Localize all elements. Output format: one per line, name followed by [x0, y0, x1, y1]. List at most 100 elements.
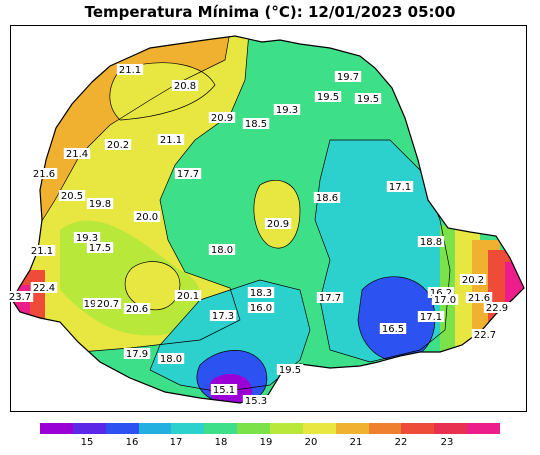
- colorbar-segment: [401, 423, 435, 434]
- colorbar-tick-label: 19: [259, 437, 273, 448]
- station-label-bg: [247, 287, 275, 298]
- colorbar-segment: [368, 423, 402, 434]
- station-label: 16.0: [250, 303, 272, 314]
- colorbar-tick-label: 22: [394, 437, 408, 448]
- station-label-bg: [86, 198, 114, 209]
- station-label: 17.0: [434, 295, 456, 306]
- station-label-bg: [465, 292, 493, 303]
- station-label: 17.7: [177, 169, 199, 180]
- station-label-bg: [30, 168, 58, 179]
- station-label-bg: [431, 294, 459, 305]
- station-label: 23.7: [9, 292, 31, 303]
- station-label-bg: [354, 93, 382, 104]
- station-label-bg: [483, 302, 511, 313]
- station-label: 17.9: [126, 349, 148, 360]
- station-label-bg: [157, 353, 185, 364]
- station-label-bg: [276, 364, 304, 375]
- station-label: 21.6: [33, 169, 55, 180]
- station-label: 21.6: [468, 293, 490, 304]
- station-label: 19.5: [317, 92, 339, 103]
- station-label-bg: [242, 395, 270, 406]
- station-label-bg: [157, 134, 185, 145]
- station-label-bg: [264, 218, 292, 229]
- station-label-bg: [133, 211, 161, 222]
- colorbar-segment: [302, 423, 336, 434]
- station-label-bg: [379, 323, 407, 334]
- station-label: 22.7: [474, 330, 496, 341]
- station-label-bg: [209, 310, 237, 321]
- station-label-bg: [316, 292, 344, 303]
- station-label: 20.5: [61, 191, 83, 202]
- station-label-bg: [58, 190, 86, 201]
- station-label: 22.9: [486, 303, 508, 314]
- colorbar-segment: [270, 423, 303, 434]
- station-label: 18.6: [316, 193, 338, 204]
- station-label: 15.3: [245, 396, 267, 407]
- station-label: 17.1: [420, 312, 442, 323]
- colorbar: [40, 423, 501, 434]
- colorbar-tick-label: 20: [304, 437, 318, 448]
- colorbar-segment: [138, 423, 172, 434]
- station-label: 17.1: [389, 182, 411, 193]
- station-label-bg: [273, 104, 301, 115]
- colorbar-segment: [434, 423, 468, 434]
- station-label-bg: [242, 118, 270, 129]
- station-label: 21.1: [31, 246, 53, 257]
- station-label-bg: [171, 80, 199, 91]
- station-label: 18.0: [211, 245, 233, 256]
- station-label: 20.9: [267, 219, 289, 230]
- station-label: 19.3: [76, 233, 98, 244]
- colorbar-tick-label: 16: [125, 437, 139, 448]
- colorbar-segment: [335, 423, 369, 434]
- map-title: Temperatura Mínima (°C): 12/01/2023 05:0…: [84, 3, 456, 21]
- station-label: 21.1: [119, 65, 141, 76]
- station-label: 18.8: [420, 237, 442, 248]
- station-label: 17.5: [89, 243, 111, 254]
- station-label-bg: [30, 282, 58, 293]
- station-labels: 21.1 20.8 19.7 19.5 19.5 19.3 20.9 18.5 20.2 21.1…: [6, 64, 511, 407]
- station-label-bg: [94, 298, 122, 309]
- station-label-bg: [104, 139, 132, 150]
- station-label-bg: [123, 348, 151, 359]
- colorbar-tick-label: 23: [440, 437, 454, 448]
- colorbar-segment: [467, 423, 501, 434]
- colorbar-tick-label: 21: [349, 437, 363, 448]
- station-label: 22.4: [33, 283, 55, 294]
- colorbar-tick-label: 18: [214, 437, 228, 448]
- station-label-bg: [63, 148, 91, 159]
- station-label-bg: [116, 64, 144, 75]
- station-label-bg: [86, 242, 114, 253]
- station-label: 17.7: [319, 293, 341, 304]
- station-label: 18.5: [245, 119, 267, 130]
- station-label-bg: [6, 291, 34, 302]
- station-label: 19.8: [89, 199, 111, 210]
- station-label-bg: [386, 181, 414, 192]
- colorbar-segment: [237, 423, 271, 434]
- station-label-bg: [314, 91, 342, 102]
- station-label-bg: [208, 244, 236, 255]
- station-label: 16.2: [430, 288, 452, 299]
- station-label: 21.4: [66, 149, 88, 160]
- station-label-bg: [82, 298, 98, 309]
- colorbar-segment: [72, 423, 106, 434]
- station-label-bg: [174, 168, 202, 179]
- colorbar-tick-label: 15: [80, 437, 94, 448]
- station-label: 16.5: [382, 324, 404, 335]
- station-label-bg: [123, 303, 151, 314]
- station-label-bg: [417, 236, 445, 247]
- station-label: 20.2: [462, 275, 484, 286]
- station-label: 19.3: [276, 105, 298, 116]
- station-label: 19.7: [337, 72, 359, 83]
- station-label: 20.8: [174, 81, 196, 92]
- station-label-bg: [427, 287, 455, 298]
- station-label-bg: [417, 311, 445, 322]
- station-label: 20.2: [107, 140, 129, 151]
- station-label-bg: [247, 302, 275, 313]
- station-label: 21.1: [160, 135, 182, 146]
- station-label: 20.0: [136, 212, 158, 223]
- station-label-bg: [313, 192, 341, 203]
- colorbar-tick-label: 17: [169, 437, 183, 448]
- station-label: 18.3: [250, 288, 272, 299]
- colorbar-segment: [40, 423, 73, 434]
